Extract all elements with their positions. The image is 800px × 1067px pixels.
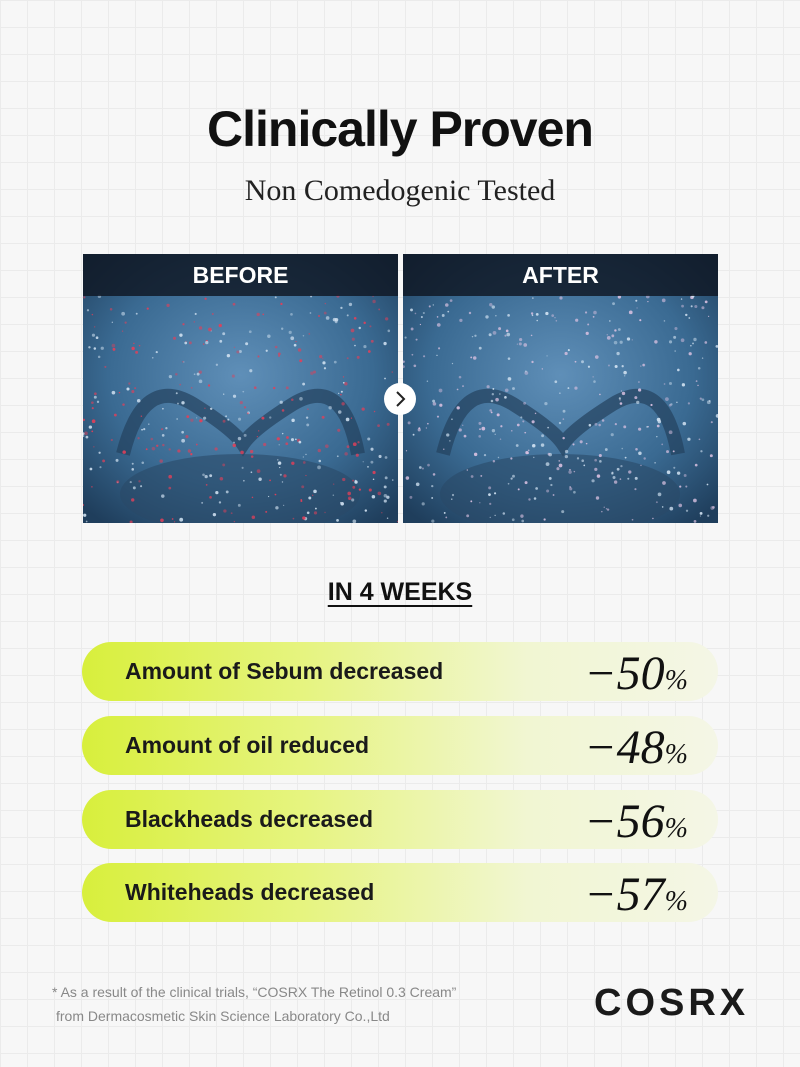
result-number: −56 — [584, 795, 665, 848]
skin-image — [401, 254, 720, 534]
before-photo: BEFORE — [81, 254, 399, 534]
result-row: Amount of oil reduced −48% — [82, 716, 718, 775]
brand-logo: COSRX — [594, 982, 750, 1024]
result-value: −50% — [584, 644, 688, 710]
subtitle: Non Comedogenic Tested — [244, 174, 556, 207]
result-number: −57 — [584, 868, 665, 921]
result-row: Amount of Sebum decreased −50% — [82, 642, 718, 701]
result-value: −48% — [584, 718, 688, 784]
result-row: Blackheads decreased −56% — [82, 790, 718, 849]
after-label: AFTER — [403, 254, 718, 296]
result-number: −48 — [584, 721, 665, 774]
footnote: from Dermacosmetic Skin Science Laborato… — [56, 1008, 390, 1024]
result-value: −56% — [584, 792, 688, 858]
result-unit: % — [664, 665, 688, 696]
result-label: Whiteheads decreased — [125, 879, 375, 905]
title: Clinically Proven — [207, 101, 594, 157]
result-unit: % — [664, 886, 688, 917]
arrow-icon — [384, 383, 416, 415]
result-label: Amount of oil reduced — [125, 732, 370, 758]
after-photo: AFTER — [401, 254, 720, 534]
result-label: Amount of Sebum decreased — [125, 658, 444, 684]
result-unit: % — [664, 813, 688, 844]
result-number: −50 — [584, 647, 665, 700]
footnote: * As a result of the clinical trials, “C… — [52, 984, 457, 1000]
result-row: Whiteheads decreased −57% — [82, 863, 718, 922]
result-label: Blackheads decreased — [125, 806, 374, 832]
period-heading: IN 4 WEEKS — [327, 578, 473, 606]
skin-image — [81, 254, 399, 534]
result-value: −57% — [584, 865, 688, 931]
before-label: BEFORE — [83, 254, 398, 296]
result-unit: % — [664, 739, 688, 770]
